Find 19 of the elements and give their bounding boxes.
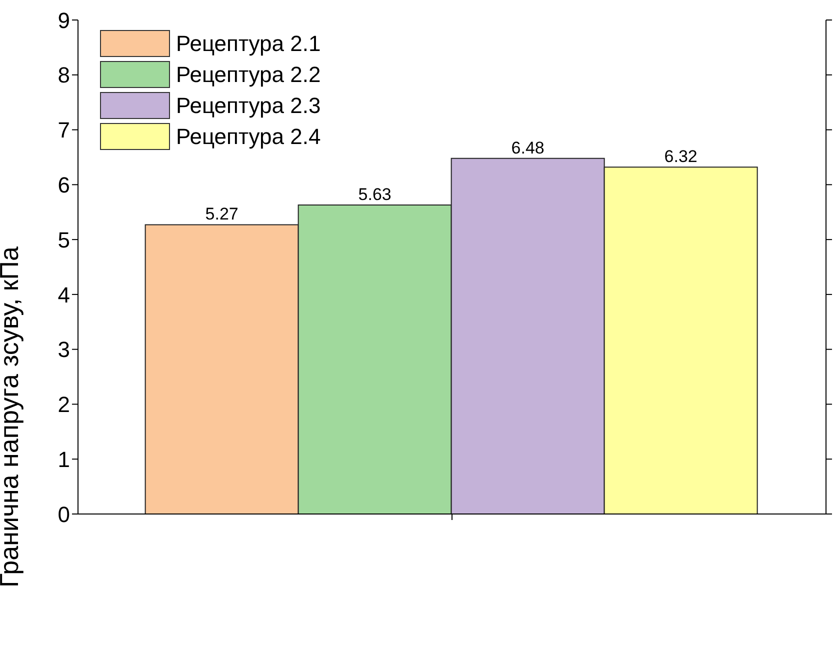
data-label: 5.27 — [205, 204, 238, 224]
y-tick-label: 6 — [58, 172, 70, 198]
y-tick-label: 8 — [58, 62, 70, 88]
y-tick-label: 0 — [58, 502, 70, 527]
y-tick-label: 9 — [58, 8, 70, 33]
legend-label: Рецептура 2.4 — [176, 124, 321, 150]
y-tick-label: 2 — [58, 392, 70, 418]
data-label: 5.63 — [358, 184, 392, 204]
y-tick-label: 4 — [58, 282, 70, 308]
legend-label: Рецептура 2.3 — [176, 92, 321, 118]
data-label: 6.48 — [511, 138, 544, 158]
y-tick-label: 5 — [58, 227, 70, 252]
y-axis-title: Гранична напруга зсуву, кПа — [0, 246, 24, 588]
legend-label: Рецептура 2.2 — [176, 62, 321, 88]
y-tick-label: 7 — [58, 118, 70, 143]
legend-label: Рецептура 2.1 — [176, 30, 321, 56]
y-tick-label: 3 — [58, 337, 70, 362]
data-label: 6.32 — [664, 147, 698, 166]
y-tick-label: 1 — [58, 446, 70, 472]
